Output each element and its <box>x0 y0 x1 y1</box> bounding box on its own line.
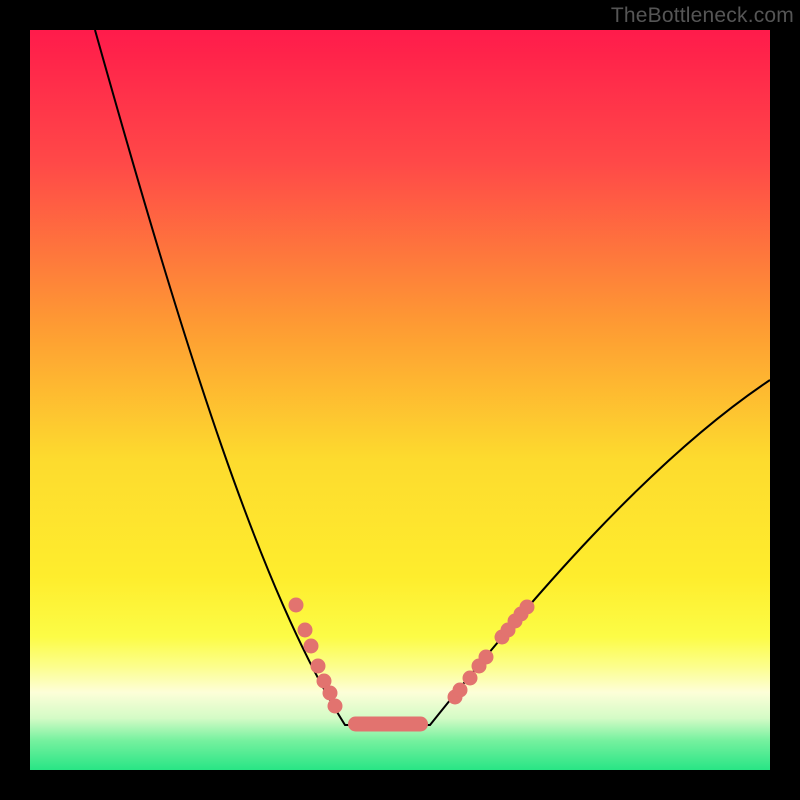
marker-dot <box>453 683 468 698</box>
watermark-text: TheBottleneck.com <box>611 4 794 28</box>
marker-dot <box>520 600 535 615</box>
marker-dot <box>479 650 494 665</box>
marker-flat-bar <box>348 717 428 732</box>
marker-dot <box>328 699 343 714</box>
figure-root: TheBottleneck.com <box>0 0 800 800</box>
marker-dot <box>298 623 313 638</box>
marker-dot <box>304 639 319 654</box>
plot-background <box>30 30 770 770</box>
marker-dot <box>311 659 326 674</box>
marker-dot <box>289 598 304 613</box>
marker-dot <box>323 686 338 701</box>
plot-svg <box>30 30 770 770</box>
marker-dot <box>463 671 478 686</box>
